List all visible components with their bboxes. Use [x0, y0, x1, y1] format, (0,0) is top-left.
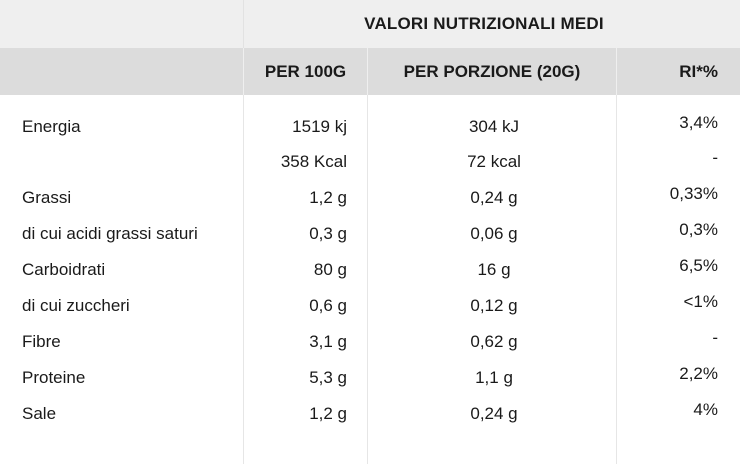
table-row: di cui acidi grassi saturi 0,3 g 0,06 g … — [0, 216, 740, 252]
nutrient-label: Sale — [22, 404, 57, 423]
value-per100: 0,3 g — [309, 224, 347, 243]
header-row-columns: PER 100G PER PORZIONE (20G) RI*% — [0, 48, 740, 95]
nutrient-label: Proteine — [22, 368, 86, 387]
value-ri: 0,33% — [669, 184, 718, 203]
column-divider — [367, 95, 368, 464]
value-per100: 358 Kcal — [280, 152, 347, 171]
value-ri: 3,4% — [679, 113, 718, 132]
value-ri: 6,5% — [679, 256, 718, 275]
table-title: VALORI NUTRIZIONALI MEDI — [364, 14, 604, 33]
column-header-portion: PER PORZIONE (20G) — [368, 48, 617, 95]
value-portion: 0,12 g — [470, 296, 518, 315]
value-per100: 80 g — [313, 260, 347, 279]
header-blank-cell — [0, 0, 244, 48]
value-portion: 0,24 g — [470, 188, 518, 207]
table-row: 358 Kcal 72 kcal - — [0, 144, 740, 180]
column-header-per100: PER 100G — [244, 48, 368, 95]
table-row: Fibre 3,1 g 0,62 g - — [0, 324, 740, 360]
column-divider — [243, 95, 244, 464]
table-row: Proteine 5,3 g 1,1 g 2,2% — [0, 360, 740, 396]
table-row: Carboidrati 80 g 16 g 6,5% — [0, 252, 740, 288]
value-per100: 1,2 g — [309, 188, 347, 207]
value-portion: 0,06 g — [470, 224, 518, 243]
table-row: Sale 1,2 g 0,24 g 4% — [0, 396, 740, 432]
column-divider — [616, 95, 617, 464]
nutrient-label: di cui zuccheri — [22, 296, 130, 315]
column-header-ri: RI*% — [679, 61, 718, 81]
value-portion: 304 kJ — [468, 117, 520, 136]
value-per100: 0,6 g — [309, 296, 347, 315]
value-portion: 0,62 g — [470, 332, 518, 351]
nutrient-label: Energia — [22, 117, 81, 136]
nutrient-label: Carboidrati — [22, 260, 106, 279]
value-per100: 1519 kj — [292, 117, 347, 136]
table-row: Grassi 1,2 g 0,24 g 0,33% — [0, 180, 740, 216]
value-ri: - — [712, 148, 718, 167]
value-ri: 4% — [693, 400, 718, 419]
value-portion: 16 g — [477, 260, 511, 279]
value-ri: 2,2% — [679, 364, 718, 383]
header-blank-cell — [0, 48, 244, 95]
nutrient-label: Grassi — [22, 188, 72, 207]
table-row: Energia 1519 kj 304 kJ 3,4% — [0, 109, 740, 145]
value-portion: 72 kcal — [467, 152, 521, 171]
table-row: di cui zuccheri 0,6 g 0,12 g <1% — [0, 288, 740, 324]
value-per100: 1,2 g — [309, 404, 347, 423]
value-ri: - — [712, 328, 718, 347]
value-per100: 3,1 g — [309, 332, 347, 351]
value-per100: 5,3 g — [309, 368, 347, 387]
table-body: Energia 1519 kj 304 kJ 3,4% 358 Kcal 72 … — [0, 95, 740, 464]
nutrient-label: di cui acidi grassi saturi — [22, 224, 198, 243]
value-ri: <1% — [683, 292, 719, 311]
value-portion: 0,24 g — [470, 404, 518, 423]
header-row-title: VALORI NUTRIZIONALI MEDI — [0, 0, 740, 48]
nutrient-label: Fibre — [22, 332, 61, 351]
value-ri: 0,3% — [679, 220, 718, 239]
value-portion: 1,1 g — [475, 368, 513, 387]
